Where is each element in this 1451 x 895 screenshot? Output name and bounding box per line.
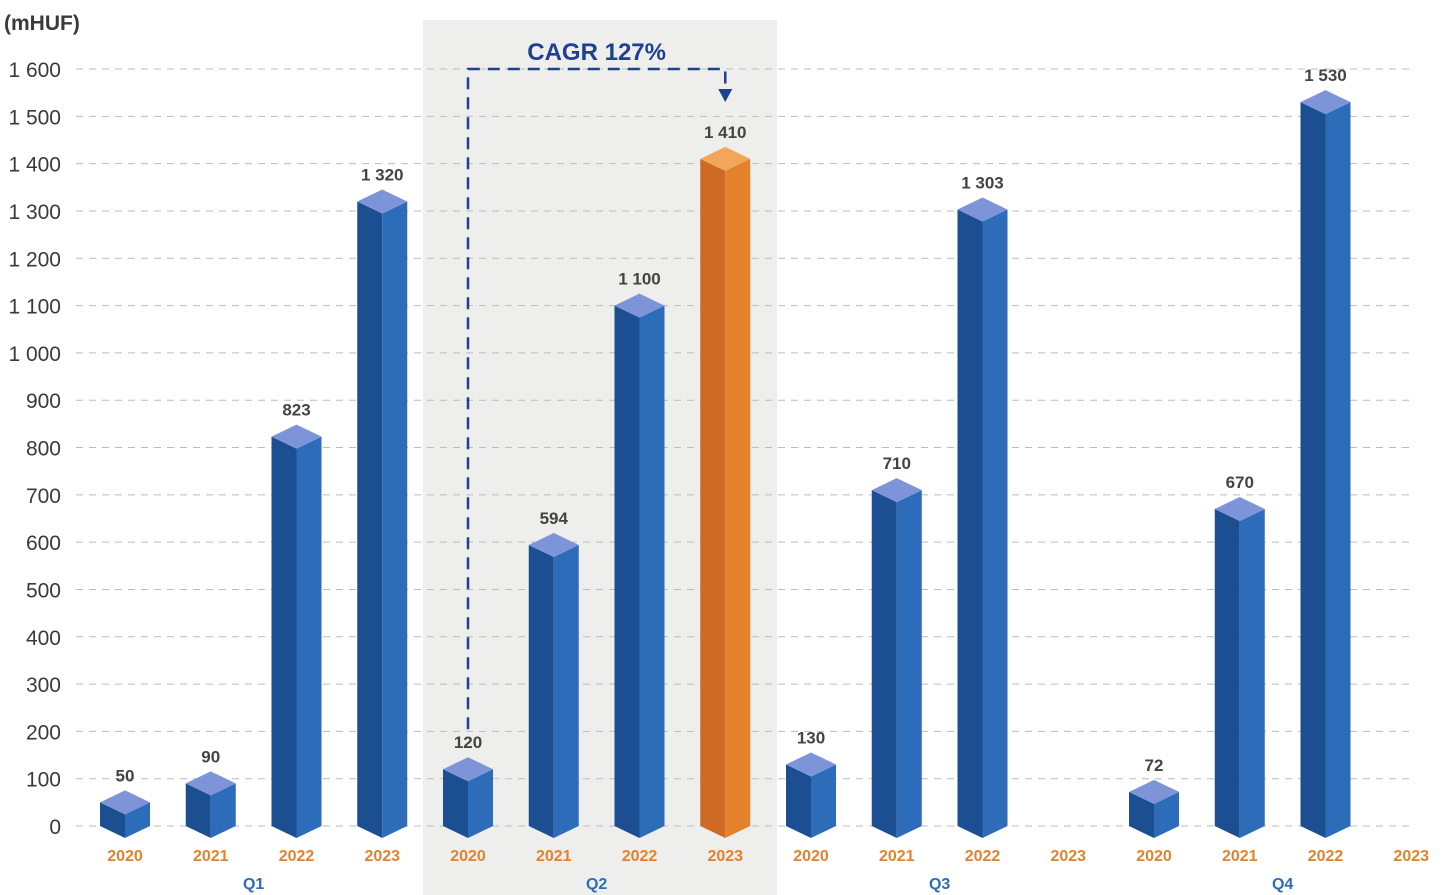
year-label: 2022 <box>279 848 315 865</box>
quarter-label: Q2 <box>586 876 607 893</box>
cagr-label: CAGR 127% <box>527 39 666 66</box>
value-label: 72 <box>1145 756 1164 775</box>
year-label: 2023 <box>707 848 743 865</box>
y-tick-label: 1 500 <box>8 106 61 129</box>
y-tick-label: 1 000 <box>8 343 61 366</box>
bar <box>1215 497 1265 838</box>
value-label: 670 <box>1226 473 1254 492</box>
bar-left-face <box>1215 509 1240 838</box>
year-label: 2022 <box>965 848 1001 865</box>
bar-left-face <box>615 306 640 838</box>
bar <box>1129 780 1179 838</box>
y-tick-label: 1 400 <box>8 154 61 177</box>
bar-left-face <box>786 764 811 838</box>
y-tick-label: 400 <box>26 627 61 650</box>
y-tick-label: 0 <box>49 816 61 839</box>
year-label: 2023 <box>1393 848 1429 865</box>
bar <box>615 294 665 838</box>
bar-right-face <box>1326 102 1351 838</box>
value-label: 1 530 <box>1304 66 1347 85</box>
bar <box>443 757 493 838</box>
bar-left-face <box>1301 102 1326 838</box>
bar-right-face <box>897 490 922 838</box>
bar-right-face <box>554 545 579 838</box>
year-label: 2023 <box>364 848 400 865</box>
value-label: 1 100 <box>618 270 661 289</box>
year-label: 2020 <box>107 848 143 865</box>
bar <box>786 752 836 838</box>
bar <box>357 189 407 838</box>
quarter-label: Q1 <box>243 876 264 893</box>
bars <box>100 90 1351 838</box>
year-label: 2023 <box>1050 848 1086 865</box>
bar-right-face <box>297 437 322 838</box>
y-tick-label: 800 <box>26 438 61 461</box>
y-tick-label: 200 <box>26 721 61 744</box>
y-tick-label: 900 <box>26 390 61 413</box>
bar-right-face <box>1240 509 1265 838</box>
y-tick-label: 1 100 <box>8 296 61 319</box>
y-tick-label: 500 <box>26 579 61 602</box>
year-label: 2022 <box>622 848 658 865</box>
value-label: 710 <box>883 454 911 473</box>
year-label: 2021 <box>536 848 572 865</box>
value-label: 50 <box>116 766 135 785</box>
bar-right-face <box>725 159 750 838</box>
bar-left-face <box>872 490 897 838</box>
bar <box>186 771 236 838</box>
y-tick-label: 1 300 <box>8 201 61 224</box>
bar-right-face <box>983 210 1008 838</box>
bar-right-face <box>382 201 407 838</box>
year-label: 2020 <box>450 848 486 865</box>
bar <box>1301 90 1351 838</box>
bar <box>700 147 750 838</box>
value-label: 1 303 <box>961 174 1004 193</box>
quarter-label: Q4 <box>1272 876 1293 893</box>
bar-right-face <box>468 769 493 838</box>
y-tick-label: 1 600 <box>8 59 61 82</box>
year-label: 2021 <box>1222 848 1258 865</box>
bar <box>872 478 922 838</box>
bar-right-face <box>811 764 836 838</box>
y-tick-label: 300 <box>26 674 61 697</box>
value-label: 1 410 <box>704 123 747 142</box>
y-axis-tick-labels: 0 100 200 300 400 500 600 700 800 900 1 000 1 100 1 … <box>8 59 61 839</box>
bar <box>958 198 1008 838</box>
bar-left-face <box>443 769 468 838</box>
year-label: 2020 <box>793 848 829 865</box>
bar <box>529 533 579 838</box>
bar-left-face <box>357 201 382 838</box>
year-label: 2020 <box>1136 848 1172 865</box>
y-axis-unit-label: (mHUF) <box>4 12 80 35</box>
bar-left-face <box>272 437 297 838</box>
y-tick-label: 1 200 <box>8 248 61 271</box>
bar-left-face <box>700 159 725 838</box>
value-label: 90 <box>201 747 220 766</box>
year-label: 2021 <box>193 848 229 865</box>
value-label: 823 <box>282 401 310 420</box>
year-label: 2022 <box>1308 848 1344 865</box>
year-label: 2021 <box>879 848 915 865</box>
bar-right-face <box>640 306 665 838</box>
quarter-label: Q3 <box>929 876 950 893</box>
y-tick-label: 700 <box>26 485 61 508</box>
value-label: 1 320 <box>361 165 404 184</box>
bar <box>100 790 150 838</box>
value-label: 130 <box>797 728 825 747</box>
y-tick-label: 100 <box>26 769 61 792</box>
value-label: 120 <box>454 733 482 752</box>
bar <box>272 425 322 838</box>
value-label: 594 <box>540 509 569 528</box>
bar-left-face <box>529 545 554 838</box>
y-tick-label: 600 <box>26 532 61 555</box>
bar-left-face <box>958 210 983 838</box>
